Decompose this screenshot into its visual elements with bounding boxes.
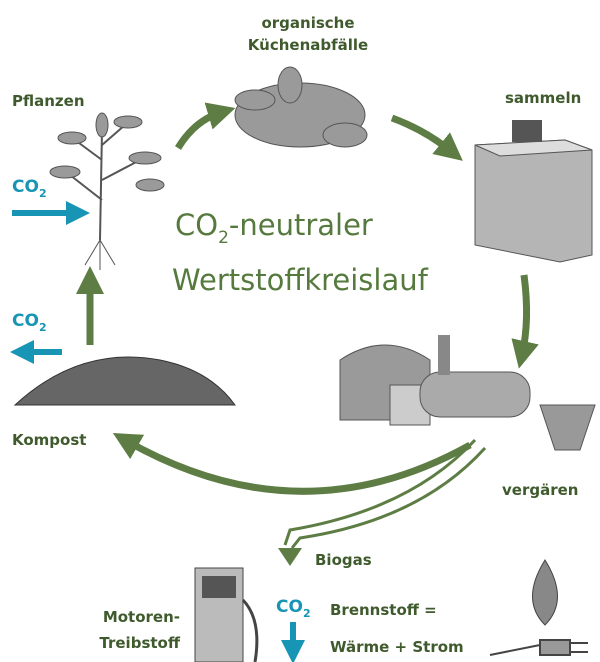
label: Pflanzen <box>12 92 85 110</box>
label: Brennstoff = <box>330 601 437 619</box>
label: Motoren- <box>103 608 180 626</box>
pump-illustration <box>194 567 259 662</box>
label: organische <box>261 14 354 32</box>
label: sammeln <box>505 89 581 107</box>
arrow <box>390 114 463 161</box>
compost-illustration <box>13 356 236 406</box>
label: Küchenabfälle <box>248 36 368 54</box>
plug-icon <box>489 639 588 656</box>
arrow <box>175 102 236 150</box>
biogas-line <box>283 438 477 546</box>
arrow <box>112 433 472 495</box>
label: Wärme + Strom <box>330 638 464 656</box>
arrow-head <box>278 548 302 566</box>
waste-illustration <box>234 66 368 148</box>
container-illustration <box>474 120 593 263</box>
flame-icon <box>532 559 558 626</box>
label: vergären <box>502 481 578 499</box>
co2-label: CO2 <box>12 177 47 200</box>
biogas-line <box>290 446 487 549</box>
biogas-plant-illustration <box>339 335 596 451</box>
co2-label: CO2 <box>12 311 47 334</box>
title-line1: CO2-neutraler <box>175 208 373 248</box>
label: Biogas <box>315 551 372 569</box>
arrow <box>511 274 539 369</box>
label: Kompost <box>12 431 86 449</box>
co2-label: CO2 <box>276 597 311 620</box>
title-line2: Wertstoffkreislauf <box>172 263 429 297</box>
plant-illustration <box>49 112 165 270</box>
label: Treibstoff <box>99 634 180 652</box>
